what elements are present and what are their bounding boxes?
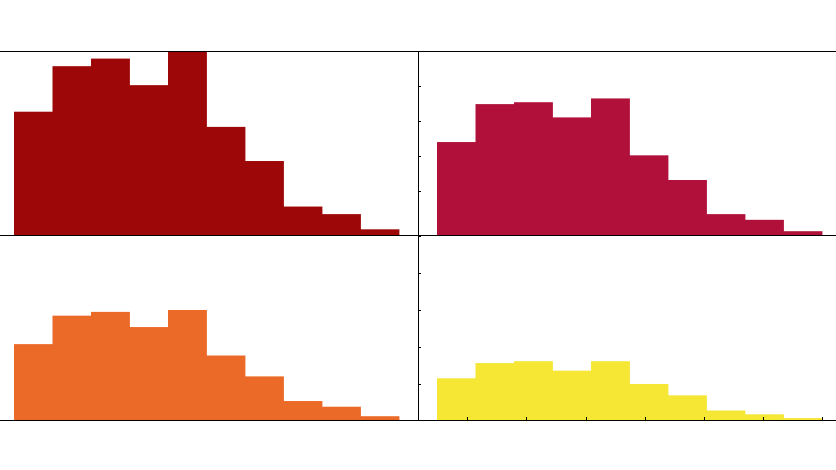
bottom-left-bar-2 xyxy=(52,315,92,420)
top-left-bar-6 xyxy=(206,126,246,235)
bottom-left-bar-8 xyxy=(283,401,323,420)
bottom-right-bar-4 xyxy=(552,370,592,420)
top-right-bar-9 xyxy=(745,219,784,235)
top-right-bar-3 xyxy=(514,102,553,235)
bottom-right-bar-5 xyxy=(591,361,630,420)
top-left-bar-5 xyxy=(168,51,207,235)
bottom-left-bar-10 xyxy=(360,416,400,420)
bottom-right-bar-7 xyxy=(668,395,707,420)
bottom-left-bar-4 xyxy=(129,327,169,420)
bottom-left-bar-7 xyxy=(245,376,284,420)
top-left-bar-10 xyxy=(360,229,400,235)
top-right-bar-2 xyxy=(475,104,515,235)
bottom-left-bar-9 xyxy=(322,406,361,420)
top-right-bar-5 xyxy=(591,98,630,235)
top-left-bar-8 xyxy=(283,206,323,235)
top-right-bar-10 xyxy=(783,231,823,235)
top-left-bar-9 xyxy=(322,214,361,235)
top-left-bar-3 xyxy=(91,58,130,236)
top-left-bar-7 xyxy=(245,161,284,235)
top-left-panel xyxy=(14,51,400,236)
top-right-bar-4 xyxy=(552,117,592,235)
top-right-bar-1 xyxy=(437,142,476,235)
top-left-bar-4 xyxy=(129,85,169,235)
top-left-bar-1 xyxy=(14,111,53,235)
bottom-left-bar-1 xyxy=(14,344,53,420)
bottom-right-panel xyxy=(437,361,823,420)
bottom-right-bar-9 xyxy=(745,414,784,420)
bottom-left-bar-6 xyxy=(206,355,246,420)
top-left-bar-2 xyxy=(52,66,92,236)
bottom-right-bar-8 xyxy=(706,410,746,420)
bottom-right-bar-6 xyxy=(629,383,669,420)
bottom-right-bar-10 xyxy=(783,418,823,420)
bottom-right-bar-3 xyxy=(514,361,553,420)
bottom-right-bar-1 xyxy=(437,378,476,420)
top-right-bar-8 xyxy=(706,214,746,235)
top-right-bar-6 xyxy=(629,155,669,235)
top-right-bar-7 xyxy=(668,179,707,235)
bottom-right-bar-2 xyxy=(475,363,515,420)
bottom-left-bar-5 xyxy=(168,309,207,420)
bottom-left-bar-3 xyxy=(91,311,130,420)
top-right-panel xyxy=(437,98,823,235)
axis-ticks xyxy=(418,51,823,420)
bottom-left-panel xyxy=(14,309,400,420)
